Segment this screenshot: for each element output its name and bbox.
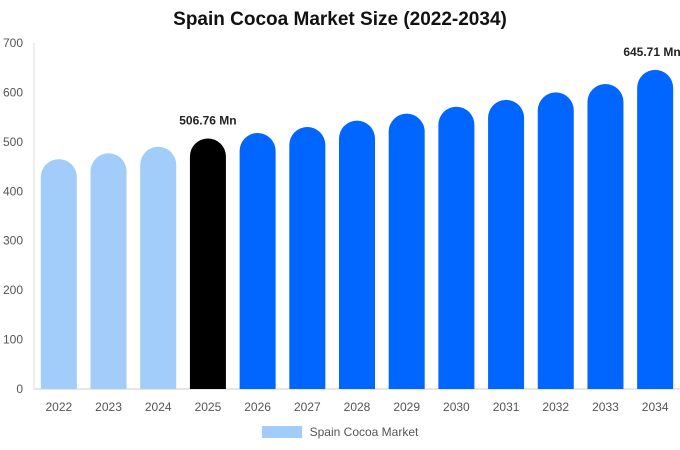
bar-2031 [488,99,525,390]
x-tick-label: 2022 [45,400,72,414]
bar-2022 [40,159,77,389]
y-tick-label: 100 [3,333,23,347]
x-tick-label: 2028 [344,400,371,414]
data-label-2034: 645.71 Mn [623,45,680,59]
y-tick-label: 0 [16,382,23,396]
y-tick-label: 500 [3,135,23,149]
y-tick-label: 700 [3,36,23,50]
y-tick-label: 400 [3,184,23,198]
bar-2034 [637,69,674,389]
y-tick-label: 200 [3,283,23,297]
x-tick-label: 2024 [145,400,172,414]
y-tick-label: 300 [3,234,23,248]
y-tick-label: 600 [3,85,23,99]
bar-2025 [189,138,226,389]
x-tick-label: 2032 [542,400,569,414]
x-tick-label: 2027 [294,400,321,414]
bar-2026 [239,132,276,389]
data-label-2025: 506.76 Mn [179,114,236,128]
chart-title: Spain Cocoa Market Size (2022-2034) [173,9,507,30]
bar-2027 [289,127,326,389]
legend-label: Spain Cocoa Market [309,425,419,439]
bar-2030 [438,106,475,390]
bar-2032 [537,92,574,389]
x-tick-label: 2031 [493,400,520,414]
x-tick-label: 2025 [195,400,222,414]
x-tick-label: 2030 [443,400,470,414]
x-tick-label: 2026 [244,400,271,414]
x-tick-label: 2023 [95,400,122,414]
legend: Spain Cocoa Market [0,425,680,439]
x-tick-label: 2034 [642,400,669,414]
bar-2029 [388,113,425,389]
bar-2023 [90,153,127,389]
x-tick-label: 2033 [592,400,619,414]
bar-2024 [140,146,177,389]
legend-swatch [261,426,302,438]
bar-2033 [587,84,624,390]
bar-2028 [339,120,375,390]
x-tick-label: 2029 [393,400,420,414]
